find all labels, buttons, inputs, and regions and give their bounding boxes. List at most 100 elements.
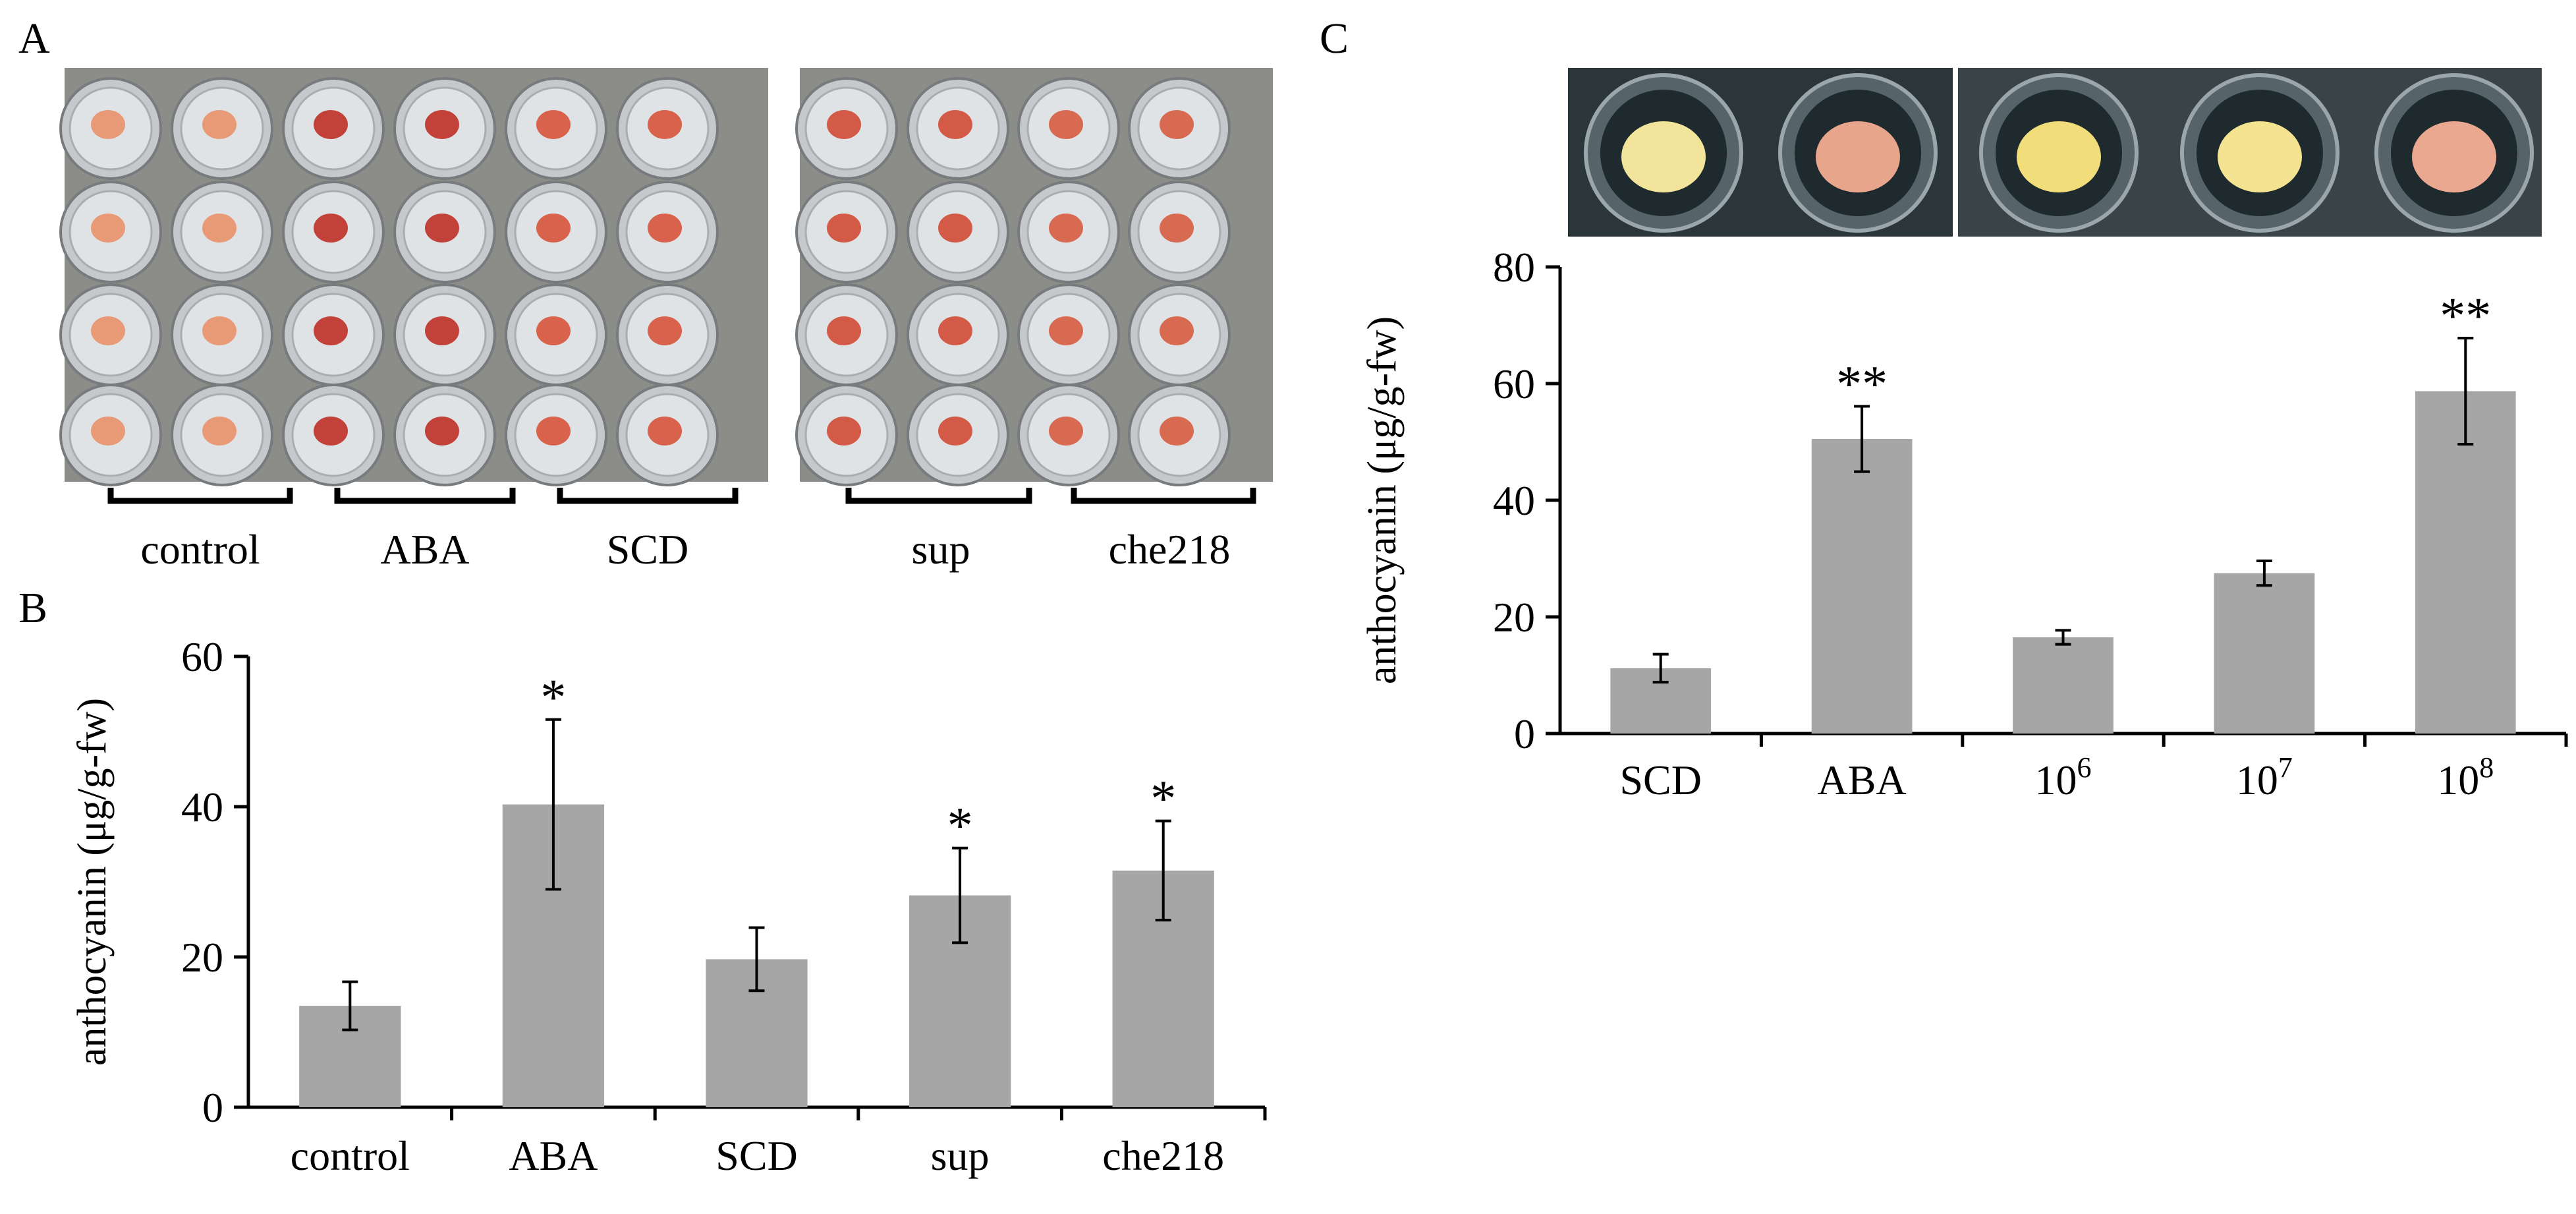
callus [1160, 316, 1194, 345]
callus [425, 417, 459, 446]
callus [938, 110, 972, 139]
group-label-che218: che218 [1109, 526, 1231, 573]
callus [938, 214, 972, 243]
significance-marker: * [540, 668, 566, 726]
group-label-sup: sup [912, 526, 970, 573]
significance-marker: * [1150, 770, 1176, 827]
callus [425, 110, 459, 139]
x-tick-label-superscript: 7 [2278, 751, 2293, 784]
callus [1160, 214, 1194, 243]
y-tick-label: 20 [1493, 594, 1535, 641]
bracket-control [107, 488, 293, 504]
callus [314, 316, 348, 345]
callus [536, 110, 571, 139]
x-tick-label: che218 [1102, 1132, 1224, 1179]
callus [1160, 110, 1194, 139]
x-tick-label: 108 [2437, 751, 2494, 803]
y-tick-label: 0 [1514, 710, 1535, 757]
x-tick-label: sup [931, 1132, 990, 1179]
callus [91, 316, 125, 345]
callus [1621, 121, 1706, 192]
plate-wells [59, 77, 1231, 486]
panel-a-brackets [107, 488, 1256, 504]
x-tick-label-superscript: 6 [2077, 751, 2092, 784]
callus [1049, 214, 1083, 243]
callus [425, 214, 459, 243]
panel-a-group-labels: control ABA SCD sup che218 [140, 526, 1230, 573]
group-label-aba: ABA [380, 526, 469, 573]
bracket-aba [334, 488, 516, 504]
photo-wells [1584, 73, 2534, 233]
y-axis-title: anthocyanin (μg/g-fw) [1360, 316, 1405, 684]
bracket-che218 [1071, 488, 1256, 504]
callus [1160, 417, 1194, 446]
x-tick-label: control [291, 1132, 410, 1179]
panel-label-a: A [18, 14, 50, 63]
callus [827, 110, 861, 139]
callus [536, 214, 571, 243]
x-tick-label: SCD [1619, 757, 1702, 803]
y-axis-title: anthocyanin (μg/g-fw) [70, 698, 115, 1066]
callus [314, 110, 348, 139]
callus [648, 316, 682, 345]
callus [536, 417, 571, 446]
callus [2017, 121, 2101, 192]
y-tick-label: 80 [1493, 244, 1535, 291]
bar [2415, 391, 2516, 734]
callus [2218, 121, 2302, 192]
callus [91, 110, 125, 139]
x-tick-label: 107 [2236, 751, 2293, 803]
significance-marker: * [947, 797, 973, 854]
callus [827, 316, 861, 345]
group-label-scd: SCD [607, 526, 689, 573]
x-tick-label: ABA [509, 1132, 598, 1179]
bar [2013, 637, 2114, 734]
callus [648, 110, 682, 139]
x-tick-label: ABA [1818, 757, 1907, 803]
callus [314, 214, 348, 243]
callus [648, 417, 682, 446]
callus [2412, 121, 2496, 192]
callus [91, 417, 125, 446]
panel-c-photo [1568, 68, 2542, 237]
callus [1049, 316, 1083, 345]
callus [202, 417, 237, 446]
callus [536, 316, 571, 345]
bracket-sup [845, 488, 1032, 504]
significance-marker: ** [1836, 355, 1888, 413]
y-tick-label: 0 [202, 1084, 223, 1131]
callus [1049, 110, 1083, 139]
callus [202, 214, 237, 243]
x-tick-label-superscript: 8 [2479, 751, 2494, 784]
callus [202, 316, 237, 345]
callus [938, 417, 972, 446]
y-tick-label: 20 [181, 934, 223, 981]
callus [425, 316, 459, 345]
significance-marker: ** [2440, 287, 2491, 344]
callus [314, 417, 348, 446]
chart-b: 0 20 40 60 * * * control ABA SCD sup che218 antho… [70, 633, 1267, 1179]
x-tick-label: 106 [2035, 751, 2092, 803]
callus [827, 417, 861, 446]
callus [202, 110, 237, 139]
panel-label-b: B [18, 584, 47, 632]
y-tick-label: 40 [181, 784, 223, 830]
panel-a-photo [59, 68, 1273, 486]
x-tick-label: SCD [715, 1132, 798, 1179]
bar [1811, 439, 1913, 734]
callus [827, 214, 861, 243]
panel-label-c: C [1320, 14, 1349, 63]
callus [648, 214, 682, 243]
callus [91, 214, 125, 243]
bar [2214, 573, 2315, 734]
y-tick-label: 40 [1493, 477, 1535, 524]
y-tick-label: 60 [181, 633, 223, 680]
callus [938, 316, 972, 345]
callus [1816, 121, 1900, 192]
y-tick-label: 60 [1493, 361, 1535, 407]
chart-c: 0 20 40 60 80 ** ** SCD ABA 106 107 108 anthocyan… [1360, 244, 2568, 803]
bracket-scd [557, 488, 739, 504]
group-label-control: control [140, 526, 260, 573]
callus [1049, 417, 1083, 446]
